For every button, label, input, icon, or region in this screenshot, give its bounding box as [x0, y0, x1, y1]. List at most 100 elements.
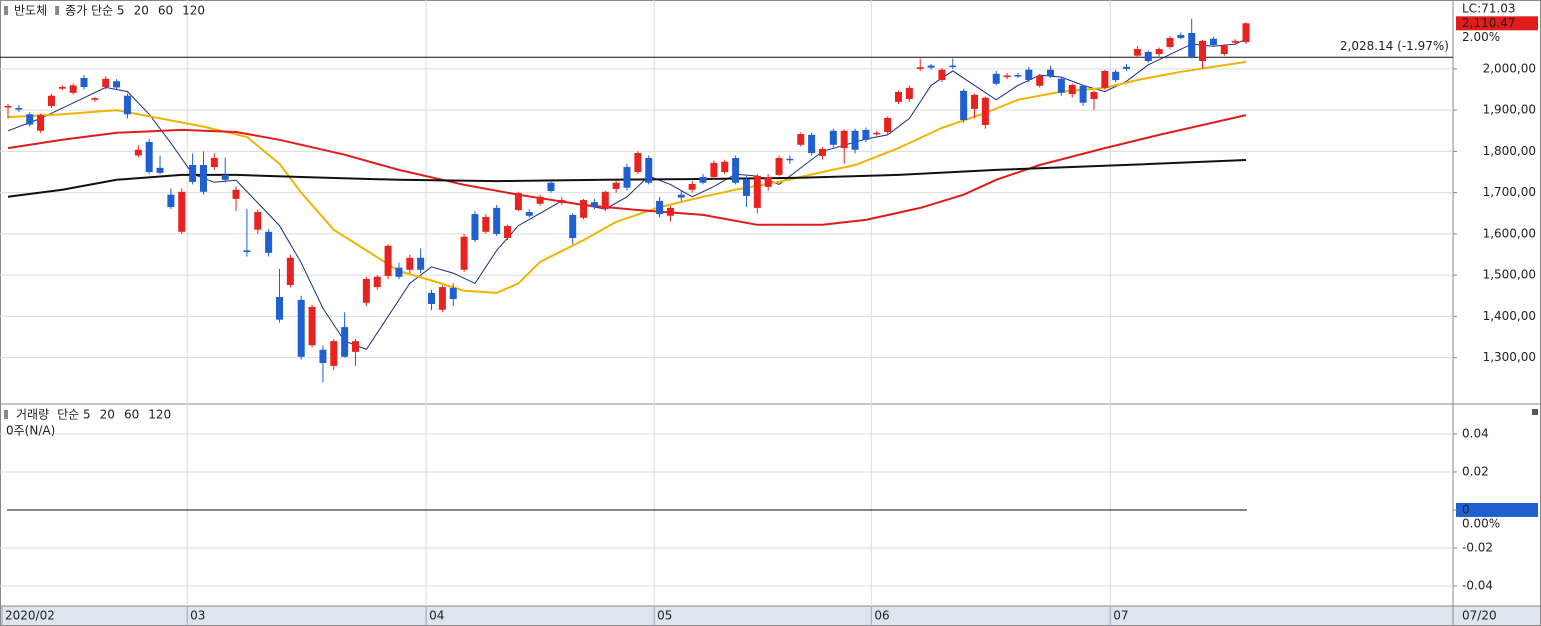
candle-body [710, 162, 718, 177]
candle-body [732, 157, 740, 183]
y-tick-label: 1,900,00 [1483, 103, 1536, 117]
last-price-label: 2,110.47 [1462, 16, 1515, 30]
candle-body [590, 202, 598, 208]
candle-body [156, 167, 164, 173]
candle-body [167, 194, 175, 208]
candle-body [330, 341, 338, 366]
candle-body [1036, 75, 1044, 86]
candle-body [58, 87, 66, 89]
y-tick-label: -0.04 [1462, 578, 1493, 592]
candle-body [960, 90, 968, 121]
legend-entry: 20 [134, 4, 149, 18]
candle-body [884, 117, 892, 132]
candle-body [742, 179, 750, 196]
candle-body [1220, 45, 1228, 55]
candle-body [1199, 40, 1207, 62]
last-price-box [1456, 16, 1538, 31]
candle-body [873, 132, 881, 135]
candle-body [927, 65, 935, 68]
candle-body [514, 193, 522, 210]
y-tick-label: 1,500,00 [1483, 268, 1536, 282]
candle-body [797, 134, 805, 145]
legend-icon [55, 6, 60, 15]
y-tick-label: 2,000,00 [1483, 61, 1536, 75]
candle-body [1144, 51, 1152, 62]
candle-body [1133, 49, 1141, 56]
candle-body [37, 115, 45, 131]
candle-body [493, 207, 501, 234]
volume-note: 0주(N/A) [6, 424, 55, 438]
candle-body [862, 129, 870, 140]
candle-body [775, 157, 783, 175]
candle-body [1242, 23, 1250, 43]
y-tick-label: 0 [1462, 502, 1470, 516]
candle-body [1209, 38, 1217, 45]
zero-box [1456, 502, 1538, 517]
legend-entry: 60 [158, 4, 173, 18]
candle-body [786, 158, 794, 161]
candle-body [265, 231, 273, 253]
candle-body [677, 194, 685, 198]
candle-body [688, 183, 696, 190]
reference-label: 2,028.14 (-1.97%) [1340, 39, 1449, 53]
candle-body [525, 212, 533, 216]
candle-body [80, 77, 88, 88]
candle-body [384, 245, 392, 276]
y-tick-label: 1,600,00 [1483, 226, 1536, 240]
candle-body [569, 214, 577, 239]
candle-body [189, 164, 197, 182]
candle-body [504, 226, 512, 239]
candle-body [818, 148, 826, 156]
x-tick-label: 04 [429, 609, 444, 623]
candle-body [547, 182, 555, 191]
candle-body [721, 161, 729, 173]
candle-body [1068, 84, 1076, 95]
candle-body [1123, 66, 1131, 69]
candle-body [15, 108, 23, 110]
candle-body [254, 212, 262, 230]
candle-body [840, 130, 848, 149]
candle-body [558, 200, 566, 203]
candle-body [69, 85, 77, 93]
x-tick-label: 03 [190, 609, 205, 623]
y-tick-label: 0.04 [1462, 426, 1489, 440]
moving-average-line [7, 114, 1247, 226]
x-tick-label: 05 [657, 609, 672, 623]
candle-body [373, 276, 381, 288]
candle-body [981, 97, 989, 125]
candle-body [178, 191, 186, 232]
candle-body [145, 141, 153, 173]
legend-icon [4, 410, 8, 419]
panel-title: 거래량 [16, 408, 49, 422]
candle-body [612, 182, 620, 189]
candle-body [428, 292, 436, 305]
y-tick-label: 1,700,00 [1483, 185, 1536, 199]
panel-icon[interactable] [1532, 409, 1538, 415]
candle-body [1166, 37, 1174, 48]
legend-entry: 20 [100, 408, 115, 422]
zero-percent-label: 0.00% [1462, 516, 1500, 530]
candle-body [199, 164, 207, 192]
y-tick-label: 1,800,00 [1483, 144, 1536, 158]
candle-body [1025, 69, 1033, 81]
candle-body [460, 236, 468, 270]
candle-body [449, 287, 457, 300]
candle-body [634, 153, 642, 173]
candle-body [438, 287, 446, 310]
x-tick-label: 06 [874, 609, 889, 623]
candle-body [47, 95, 55, 107]
candle-body [992, 73, 1000, 84]
candle-body [406, 257, 414, 270]
legend-icon [4, 6, 8, 15]
candle-body [601, 191, 609, 210]
candle-body [308, 306, 316, 346]
moving-average-line [7, 159, 1247, 198]
candle-body [623, 167, 631, 188]
legend-entry: 종가 단순 5 [65, 4, 124, 18]
change-label: 2.00% [1462, 30, 1500, 44]
candle-body [1188, 32, 1196, 57]
y-tick-label: -0.02 [1462, 540, 1493, 554]
candle-body [1057, 78, 1065, 93]
